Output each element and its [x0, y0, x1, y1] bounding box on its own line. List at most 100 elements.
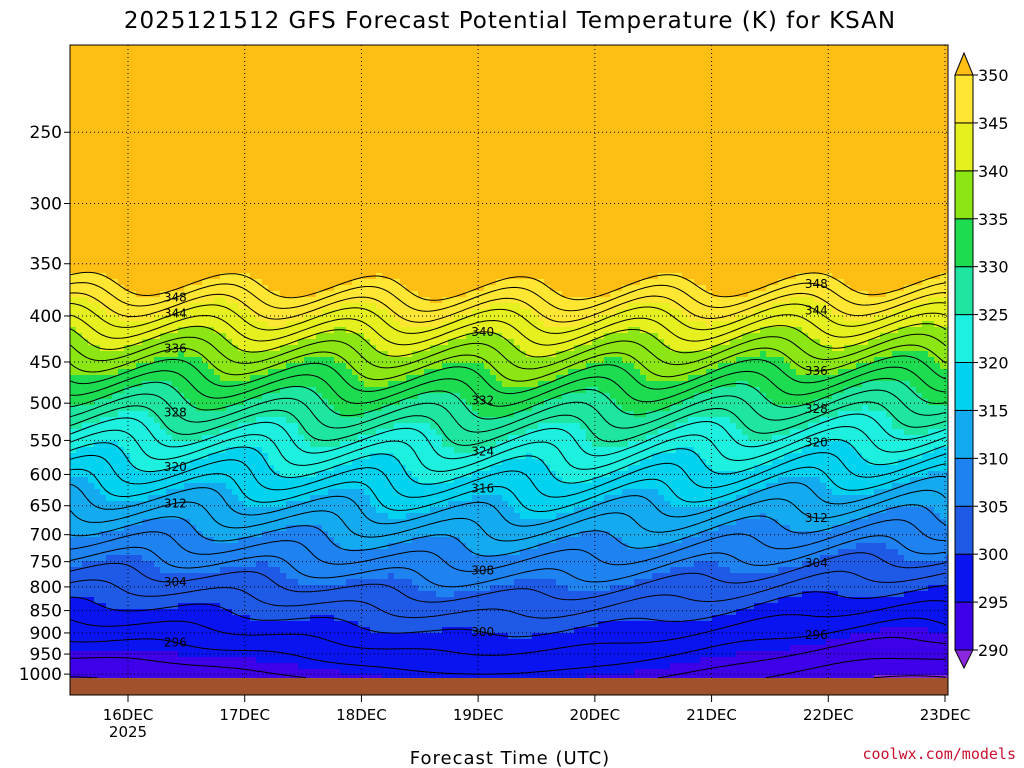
- theta-cell: [172, 609, 179, 616]
- theta-cell: [88, 573, 95, 580]
- theta-cell: [226, 429, 233, 436]
- theta-cell: [166, 441, 173, 448]
- theta-cell: [202, 519, 209, 526]
- theta-cell: [172, 213, 179, 220]
- theta-cell: [184, 675, 191, 678]
- theta-cell: [178, 627, 185, 634]
- theta-cell: [178, 375, 185, 382]
- theta-cell: [274, 237, 281, 244]
- theta-cell: [244, 429, 251, 436]
- theta-cell: [142, 219, 149, 226]
- theta-cell: [112, 387, 119, 394]
- theta-cell: [208, 135, 215, 142]
- theta-cell: [274, 99, 281, 106]
- theta-cell: [244, 111, 251, 118]
- theta-cell: [226, 489, 233, 496]
- theta-cell: [310, 243, 317, 250]
- theta-cell: [232, 291, 239, 298]
- theta-cell: [220, 57, 227, 64]
- theta-cell: [190, 675, 197, 678]
- theta-cell: [70, 399, 77, 406]
- theta-cell: [196, 63, 203, 70]
- theta-cell: [304, 327, 311, 334]
- theta-cell: [226, 333, 233, 340]
- theta-cell: [220, 453, 227, 460]
- theta-cell: [130, 129, 137, 136]
- theta-cell: [322, 471, 329, 478]
- theta-cell: [172, 201, 179, 208]
- theta-cell: [268, 513, 275, 520]
- theta-cell: [256, 429, 263, 436]
- theta-cell: [184, 465, 191, 472]
- theta-cell: [328, 561, 335, 568]
- theta-cell: [334, 189, 341, 196]
- theta-cell: [274, 117, 281, 124]
- theta-cell: [172, 255, 179, 262]
- theta-cell: [268, 411, 275, 418]
- theta-cell: [184, 369, 191, 376]
- theta-cell: [112, 345, 119, 352]
- theta-cell: [190, 357, 197, 364]
- theta-cell: [202, 417, 209, 424]
- theta-cell: [322, 621, 329, 628]
- theta-cell: [112, 195, 119, 202]
- theta-cell: [112, 555, 119, 562]
- theta-cell: [202, 213, 209, 220]
- theta-cell: [154, 603, 161, 610]
- theta-cell: [340, 477, 347, 484]
- theta-cell: [322, 567, 329, 574]
- theta-cell: [220, 405, 227, 412]
- theta-cell: [82, 135, 89, 142]
- theta-cell: [166, 69, 173, 76]
- theta-cell: [100, 189, 107, 196]
- theta-cell: [256, 297, 263, 304]
- theta-cell: [202, 489, 209, 496]
- theta-cell: [268, 465, 275, 472]
- theta-cell: [106, 147, 113, 154]
- theta-cell: [160, 123, 167, 130]
- theta-cell: [130, 63, 137, 70]
- theta-cell: [214, 57, 221, 64]
- theta-cell: [142, 171, 149, 178]
- theta-cell: [202, 609, 209, 616]
- theta-cell: [94, 381, 101, 388]
- theta-cell: [220, 273, 227, 280]
- theta-cell: [256, 441, 263, 448]
- theta-cell: [136, 411, 143, 418]
- theta-cell: [304, 597, 311, 604]
- theta-cell: [244, 453, 251, 460]
- theta-cell: [76, 573, 83, 580]
- theta-cell: [214, 81, 221, 88]
- theta-cell: [244, 189, 251, 196]
- theta-cell: [334, 627, 341, 634]
- theta-cell: [220, 111, 227, 118]
- theta-cell: [130, 285, 137, 292]
- theta-cell: [178, 519, 185, 526]
- theta-cell: [226, 129, 233, 136]
- theta-cell: [208, 51, 215, 58]
- theta-cell: [352, 69, 359, 76]
- theta-cell: [154, 471, 161, 478]
- theta-cell: [304, 657, 311, 664]
- theta-cell: [262, 513, 269, 520]
- theta-cell: [118, 645, 125, 652]
- theta-cell: [178, 363, 185, 370]
- theta-cell: [94, 465, 101, 472]
- theta-cell: [214, 567, 221, 574]
- theta-cell: [322, 123, 329, 130]
- theta-cell: [226, 465, 233, 472]
- theta-cell: [220, 255, 227, 262]
- theta-cell: [112, 363, 119, 370]
- theta-cell: [220, 375, 227, 382]
- theta-cell: [148, 135, 155, 142]
- theta-cell: [100, 297, 107, 304]
- theta-cell: [190, 495, 197, 502]
- theta-cell: [304, 471, 311, 478]
- theta-cell: [238, 183, 245, 190]
- theta-cell: [316, 237, 323, 244]
- theta-cell: [304, 513, 311, 520]
- theta-cell: [88, 315, 95, 322]
- theta-cell: [82, 189, 89, 196]
- theta-cell: [298, 555, 305, 562]
- theta-cell: [244, 273, 251, 280]
